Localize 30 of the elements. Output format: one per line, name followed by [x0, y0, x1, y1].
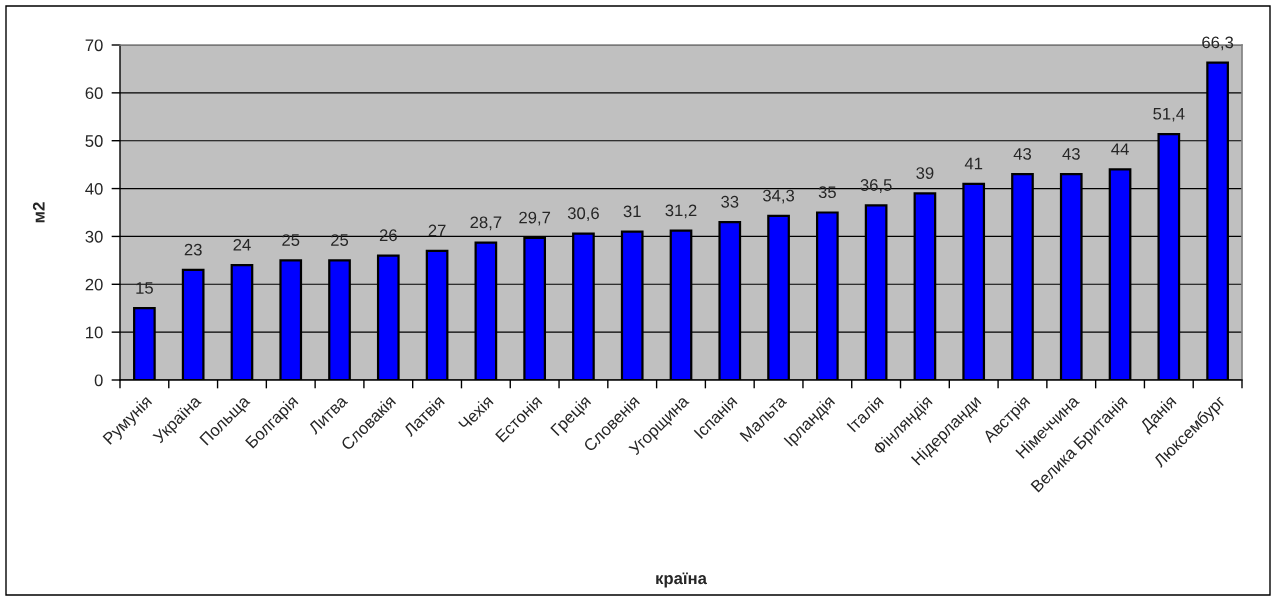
data-label: 24	[233, 238, 251, 251]
data-label: 44	[1111, 143, 1129, 155]
data-label: 43	[1062, 148, 1080, 160]
data-label: 35	[818, 186, 836, 199]
y-tick-label: 10	[86, 326, 103, 339]
data-label: 41	[964, 157, 983, 170]
y-tick-label: 20	[85, 278, 103, 291]
data-label: 51,4	[1153, 107, 1185, 122]
data-label: 15	[136, 282, 153, 294]
data-label: 34,3	[762, 189, 795, 204]
data-label: 28,7	[470, 216, 502, 231]
data-label: 27	[428, 224, 446, 237]
data-label: 23	[184, 243, 202, 256]
x-axis-title: країна	[656, 572, 708, 588]
data-label: 25	[282, 234, 300, 246]
y-tick-label: 60	[85, 87, 103, 100]
data-label: 39	[916, 167, 934, 179]
y-tick-label: 0	[94, 374, 103, 387]
y-tick-label: 30	[85, 230, 103, 243]
data-label: 29,7	[519, 211, 551, 226]
y-axis-title: м2	[32, 202, 45, 223]
data-label: 25	[331, 234, 349, 246]
data-label: 30,6	[567, 207, 599, 222]
data-label: 43	[1013, 148, 1032, 160]
y-tick-label: 50	[85, 135, 103, 147]
data-label: 31,2	[665, 204, 697, 219]
y-tick-label: 40	[85, 182, 103, 195]
y-tick-label: 70	[85, 39, 103, 52]
data-label: 31	[623, 205, 641, 218]
data-label: 33	[721, 195, 739, 208]
